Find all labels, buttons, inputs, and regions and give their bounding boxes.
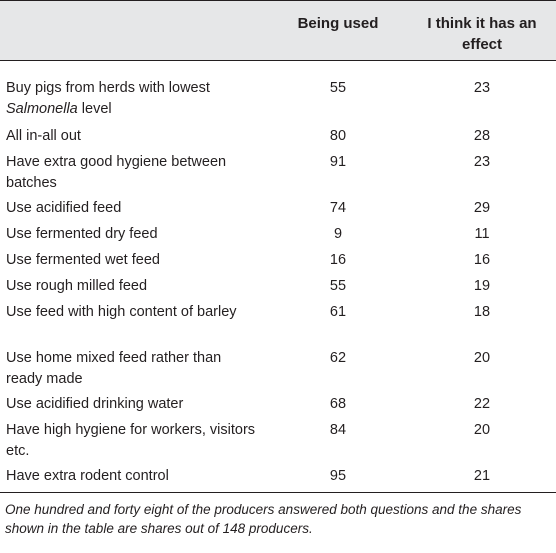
row-effect-value: 29 bbox=[473, 200, 491, 216]
table-row: All in-all out 80 28 bbox=[0, 126, 556, 152]
row-effect-value: 20 bbox=[473, 350, 491, 366]
row-used-value: 68 bbox=[329, 396, 347, 412]
header-being-used: Being used bbox=[297, 15, 379, 32]
table-body: Buy pigs from herds with lowest Salmonel… bbox=[0, 61, 556, 492]
table-row: Have extra good hygiene between batches … bbox=[0, 152, 556, 198]
row-effect-value: 22 bbox=[473, 396, 491, 412]
survey-table: Being used I think it has an effect Buy … bbox=[0, 0, 556, 536]
table-header: Being used I think it has an effect bbox=[0, 0, 556, 61]
row-effect-value: 11 bbox=[474, 226, 490, 242]
row-used-value: 61 bbox=[329, 304, 347, 320]
row-label: Have high hygiene for workers, visitors … bbox=[6, 422, 256, 459]
table-row: Use home mixed feed rather than ready ma… bbox=[0, 348, 556, 394]
table-row: Use fermented dry feed 9 11 bbox=[0, 224, 556, 250]
table-row: Have high hygiene for workers, visitors … bbox=[0, 420, 556, 466]
row-effect-value: 20 bbox=[473, 422, 491, 438]
row-effect-value: 28 bbox=[473, 128, 491, 144]
row-effect-value: 19 bbox=[473, 278, 491, 294]
table-row: Use rough milled feed 55 19 bbox=[0, 276, 556, 302]
row-effect-value: 16 bbox=[473, 252, 491, 268]
row-effect-value: 23 bbox=[473, 154, 491, 170]
table-row: Use acidified feed 74 29 bbox=[0, 198, 556, 224]
row-effect-value: 21 bbox=[473, 468, 491, 484]
row-used-value: 95 bbox=[329, 468, 347, 484]
row-used-value: 55 bbox=[329, 278, 347, 294]
row-used-value: 62 bbox=[329, 350, 347, 366]
table-row: Have extra rodent control 95 21 bbox=[0, 466, 556, 492]
row-used-value: 74 bbox=[329, 200, 347, 216]
row-label: Use rough milled feed bbox=[6, 278, 148, 294]
table-row: Use fermented wet feed 16 16 bbox=[0, 250, 556, 276]
row-label: Use home mixed feed rather than ready ma… bbox=[6, 350, 222, 387]
row-label: Use fermented wet feed bbox=[6, 252, 160, 268]
table-row: Buy pigs from herds with lowest Salmonel… bbox=[0, 78, 556, 126]
row-label: Have extra rodent control bbox=[6, 468, 169, 484]
row-used-value: 9 bbox=[333, 226, 343, 242]
row-label: Use acidified drinking water bbox=[6, 396, 184, 412]
row-used-value: 16 bbox=[329, 252, 347, 268]
table-row: Use acidified drinking water 68 22 bbox=[0, 394, 556, 420]
row-effect-value: 18 bbox=[473, 304, 491, 320]
row-used-value: 55 bbox=[329, 80, 347, 96]
table-footnote: One hundred and forty eight of the produ… bbox=[5, 502, 522, 536]
row-used-value: 84 bbox=[329, 422, 347, 438]
header-has-effect: I think it has an effect bbox=[427, 15, 537, 53]
row-label: Use feed with high content of barley bbox=[6, 304, 237, 320]
table-row: Use feed with high content of barley 61 … bbox=[0, 302, 556, 348]
row-label: Buy pigs from herds with lowest Salmonel… bbox=[6, 80, 210, 117]
row-effect-value: 23 bbox=[473, 80, 491, 96]
table-bottom-rule bbox=[0, 492, 556, 493]
row-label: Use fermented dry feed bbox=[6, 226, 158, 242]
row-label: All in-all out bbox=[6, 128, 81, 144]
row-label: Use acidified feed bbox=[6, 200, 122, 216]
row-used-value: 91 bbox=[329, 154, 347, 170]
row-label: Have extra good hygiene between batches bbox=[6, 154, 227, 191]
row-used-value: 80 bbox=[329, 128, 347, 144]
